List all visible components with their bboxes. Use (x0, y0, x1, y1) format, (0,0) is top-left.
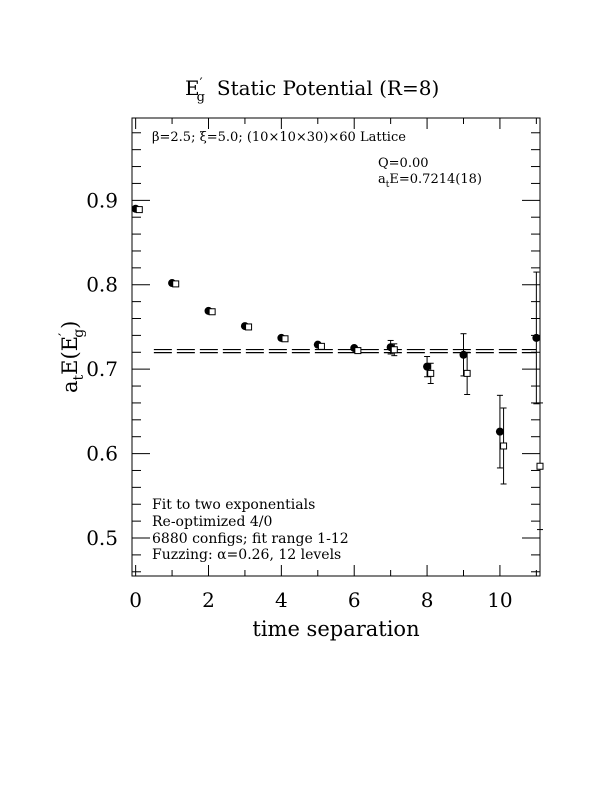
annotation-energy: atE=0.7214(18) (378, 172, 482, 190)
y-tick-labels: 0.5 0.6 0.7 0.8 0.9 (86, 188, 118, 550)
title-rest: Static Potential (R=8) (217, 76, 439, 100)
fit-band (153, 348, 537, 354)
note-line-1: Fit to two exponentials (152, 497, 315, 513)
x-tick-label: 6 (348, 588, 361, 612)
x-tick-label: 10 (487, 588, 512, 612)
y-tick-label: 0.7 (86, 357, 118, 381)
title-main: E (185, 76, 200, 100)
data-point-square (281, 335, 289, 343)
x-tick-label: 2 (202, 588, 215, 612)
annotation-energy-pre: a (378, 172, 386, 187)
chart-title: E′ g Static Potential (R=8) (185, 76, 439, 105)
note-line-2: Re-optimized 4/0 (152, 514, 272, 530)
y-tick-label: 0.5 (86, 526, 118, 550)
data-point-square (536, 462, 544, 470)
data-point-square (208, 308, 216, 316)
y-tick-label: 0.9 (86, 188, 118, 212)
data-points (131, 204, 544, 531)
ylabel-mid: E(E (58, 336, 82, 375)
axis-ticks (132, 118, 540, 576)
data-point-square (172, 280, 180, 288)
data-point-square (245, 323, 253, 331)
data-point-circle (532, 333, 541, 342)
annotation-energy-post: E=0.7214(18) (389, 172, 482, 187)
data-point-square (354, 347, 362, 355)
y-axis-label: atE(E′g) (57, 321, 87, 393)
ylabel-sub2: g (71, 329, 87, 338)
y-tick-label: 0.6 (86, 442, 118, 466)
x-axis-label: time separation (252, 617, 419, 641)
ylabel-sub: t (71, 374, 87, 380)
y-tick-label: 0.8 (86, 273, 118, 297)
x-tick-label: 0 (129, 588, 142, 612)
ylabel-main: a (58, 380, 82, 393)
data-point-square (463, 369, 471, 377)
data-point-circle (459, 350, 468, 359)
data-point-circle (495, 427, 504, 436)
title-prime: ′ (200, 76, 203, 91)
note-line-3: 6880 configs; fit range 1-12 (152, 531, 349, 547)
data-point-square (500, 442, 508, 450)
x-tick-label: 4 (275, 588, 288, 612)
annotation-energy-sub: t (386, 180, 390, 190)
y-axis-label-group: atE(E′g) (57, 321, 87, 393)
data-point-circle (423, 362, 432, 371)
annotation-q: Q=0.00 (378, 156, 429, 171)
plot-frame (131, 117, 541, 577)
data-point-square (390, 346, 398, 354)
data-point-square (317, 342, 325, 350)
ylabel-prime: ′ (57, 333, 73, 336)
ylabel-end: ) (58, 321, 82, 329)
x-tick-label: 8 (421, 588, 434, 612)
data-point-square (427, 369, 435, 377)
data-point-square (135, 206, 143, 214)
annotation-lattice: β=2.5; ξ=5.0; (10×10×30)×60 Lattice (152, 130, 406, 145)
note-line-4: Fuzzing: α=0.26, 12 levels (152, 547, 341, 563)
x-tick-labels: 0 2 4 6 8 10 (129, 588, 512, 612)
title-sub: g (197, 90, 205, 105)
